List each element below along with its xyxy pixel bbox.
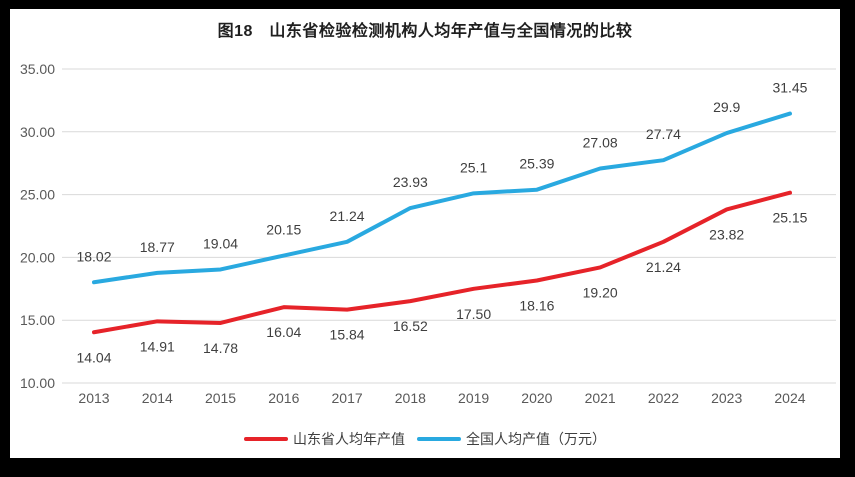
data-label: 18.02 bbox=[76, 248, 111, 264]
legend-swatch-red-line bbox=[244, 437, 288, 441]
y-tick-label: 35.00 bbox=[20, 61, 55, 77]
chart-frame: 图18 山东省检验检测机构人均年产值与全国情况的比较 10.00 15.00 20.… bbox=[10, 9, 840, 458]
x-tick-label: 2020 bbox=[521, 390, 552, 406]
x-tick-label: 2017 bbox=[332, 390, 363, 406]
legend-label-national: 全国人均产值（万元） bbox=[466, 431, 606, 447]
data-label: 21.24 bbox=[646, 259, 681, 275]
data-label: 20.15 bbox=[266, 222, 301, 238]
data-label: 25.1 bbox=[460, 159, 487, 175]
x-tick-label: 2015 bbox=[205, 390, 236, 406]
data-label: 18.16 bbox=[519, 298, 554, 314]
legend-item-shandong: 山东省人均年产值 bbox=[244, 429, 405, 449]
y-tick-label: 30.00 bbox=[20, 124, 55, 140]
data-label: 15.84 bbox=[330, 327, 365, 343]
x-tick-label: 2018 bbox=[395, 390, 426, 406]
x-tick-label: 2023 bbox=[711, 390, 742, 406]
series-line-0 bbox=[92, 190, 792, 335]
data-label: 19.20 bbox=[583, 284, 618, 300]
legend-item-national: 全国人均产值（万元） bbox=[417, 429, 606, 449]
x-tick-label: 2021 bbox=[585, 390, 616, 406]
data-label: 31.45 bbox=[772, 80, 807, 96]
chart-legend: 山东省人均年产值 全国人均产值（万元） bbox=[10, 429, 840, 449]
data-label: 17.50 bbox=[456, 306, 491, 322]
x-tick-label: 2013 bbox=[78, 390, 109, 406]
chart-title: 图18 山东省检验检测机构人均年产值与全国情况的比较 bbox=[217, 23, 633, 40]
y-tick-label: 25.00 bbox=[20, 187, 55, 203]
data-label: 27.08 bbox=[583, 134, 618, 150]
data-label: 29.9 bbox=[713, 99, 740, 115]
x-tick-label: 2019 bbox=[458, 390, 489, 406]
data-label: 23.93 bbox=[393, 174, 428, 190]
legend-swatch-blue-line bbox=[417, 437, 461, 441]
data-label: 14.91 bbox=[140, 338, 175, 354]
y-tick-label: 15.00 bbox=[20, 312, 55, 328]
data-label: 27.74 bbox=[646, 126, 681, 142]
data-label: 21.24 bbox=[330, 208, 365, 224]
data-label: 16.04 bbox=[266, 324, 301, 340]
data-label: 18.77 bbox=[140, 239, 175, 255]
x-tick-label: 2016 bbox=[268, 390, 299, 406]
x-tick-label: 2014 bbox=[142, 390, 173, 406]
data-label: 25.39 bbox=[519, 156, 554, 172]
line-chart-canvas: 10.00 15.00 20.00 25.00 30.00 35.00 2013 2014 20… bbox=[20, 61, 836, 406]
data-label: 16.52 bbox=[393, 318, 428, 334]
y-tick-label: 10.00 bbox=[20, 375, 55, 391]
x-tick-label: 2024 bbox=[774, 390, 805, 406]
data-label: 23.82 bbox=[709, 226, 744, 242]
data-label: 25.15 bbox=[772, 210, 807, 226]
data-label: 19.04 bbox=[203, 235, 238, 251]
data-label: 14.04 bbox=[76, 349, 111, 365]
y-tick-label: 20.00 bbox=[20, 249, 55, 265]
legend-label-shandong: 山东省人均年产值 bbox=[293, 431, 405, 447]
series-line-1 bbox=[92, 111, 792, 285]
data-label: 14.78 bbox=[203, 340, 238, 356]
x-tick-label: 2022 bbox=[648, 390, 679, 406]
